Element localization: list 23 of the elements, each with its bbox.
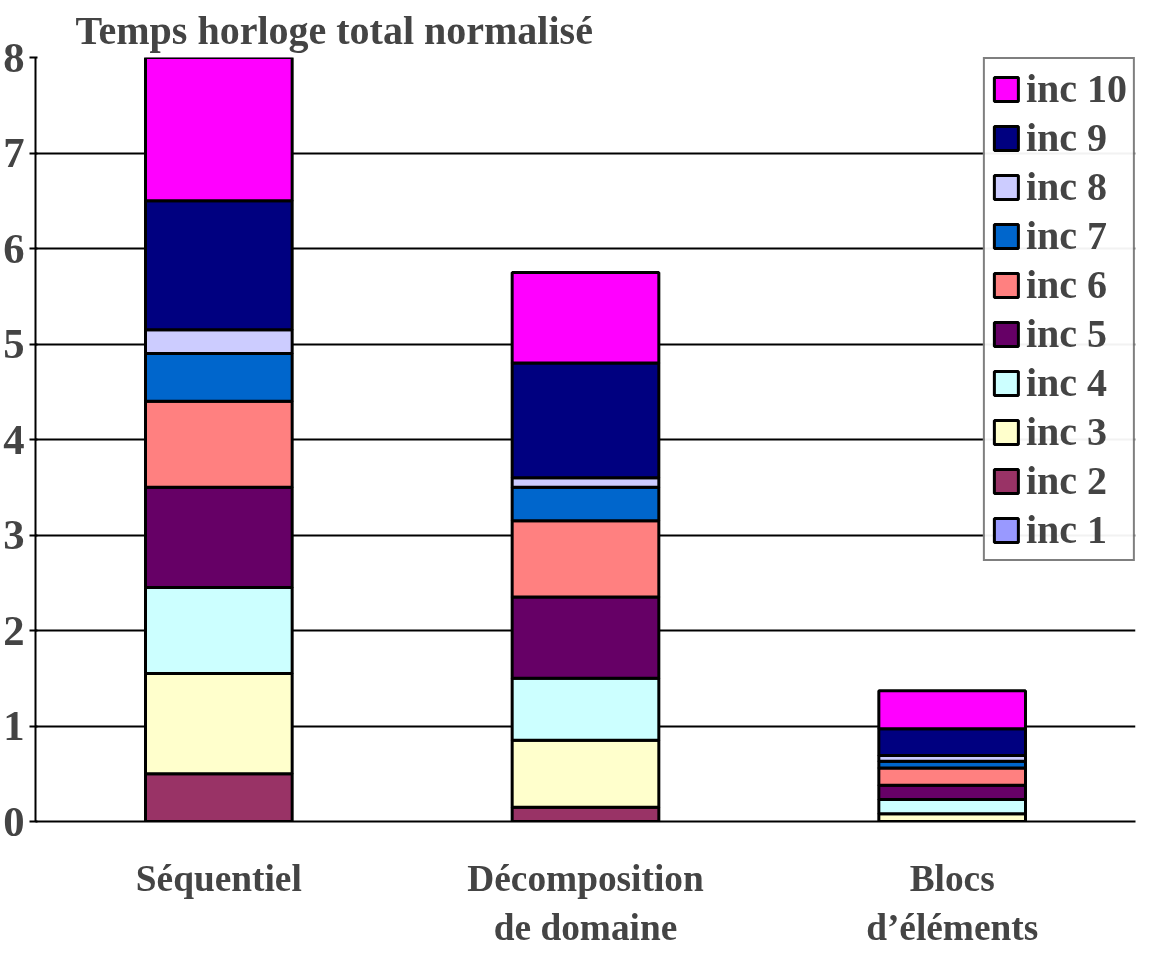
legend-label: inc 9 (1025, 114, 1107, 161)
legend-label: inc 5 (1025, 310, 1107, 357)
x-tick-label: Séquentiel (135, 857, 302, 899)
legend-label: inc 10 (1025, 65, 1127, 112)
legend-label: inc 6 (1025, 261, 1107, 308)
y-tick-label: 5 (3, 320, 25, 367)
x-tick-label: Décomposition de domaine (467, 857, 704, 948)
y-tick-label: 2 (3, 606, 25, 654)
legend-label: inc 8 (1025, 163, 1107, 210)
legend-label: inc 2 (1025, 457, 1107, 504)
chart-title: Temps horloge total normalisé (75, 7, 593, 53)
y-tick-label: 0 (3, 797, 25, 845)
y-tick-label: 6 (3, 224, 25, 272)
legend-label: inc 3 (1025, 408, 1107, 455)
y-tick-label: 4 (3, 415, 25, 463)
legend-label: inc 7 (1025, 212, 1107, 259)
x-tick-label: Blocs d’éléments (866, 857, 1039, 948)
legend-label: inc 4 (1025, 359, 1107, 406)
y-tick-label: 3 (3, 511, 25, 558)
legend-label: inc 1 (1025, 506, 1107, 553)
y-tick-label: 8 (3, 33, 25, 81)
y-tick-label: 7 (3, 129, 25, 176)
y-tick-label: 1 (3, 702, 25, 749)
